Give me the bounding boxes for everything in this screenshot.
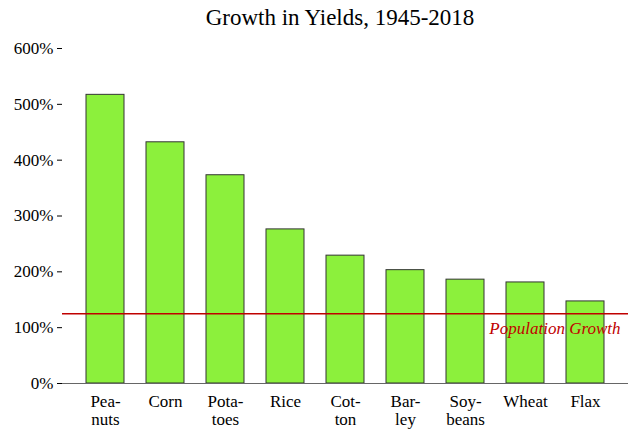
svg-text:Population Growth: Population Growth bbox=[488, 319, 620, 338]
svg-text:Soy-beans: Soy-beans bbox=[446, 392, 485, 430]
svg-text:Bar-ley: Bar-ley bbox=[391, 392, 421, 430]
svg-text:500%: 500% bbox=[14, 95, 54, 114]
svg-text:Flax: Flax bbox=[570, 392, 601, 411]
svg-text:Pota-toes: Pota-toes bbox=[208, 392, 244, 430]
svg-text:300%: 300% bbox=[14, 206, 54, 225]
svg-text:Wheat: Wheat bbox=[503, 392, 548, 411]
svg-text:0%: 0% bbox=[31, 374, 54, 393]
html-text:Growth in Yields, 1945-2018: Growth in Yields, 1945-2018 bbox=[205, 5, 475, 30]
svg-text:100%: 100% bbox=[14, 318, 54, 337]
svg-text:600%: 600% bbox=[14, 39, 54, 58]
svg-text:400%: 400% bbox=[14, 151, 54, 170]
svg-text:Pea-nuts: Pea-nuts bbox=[90, 392, 121, 430]
svg-text:Corn: Corn bbox=[149, 392, 184, 411]
svg-text:200%: 200% bbox=[14, 262, 54, 281]
svg-text:Cot-ton: Cot-ton bbox=[330, 392, 361, 430]
svg-text:Rice: Rice bbox=[270, 392, 301, 411]
